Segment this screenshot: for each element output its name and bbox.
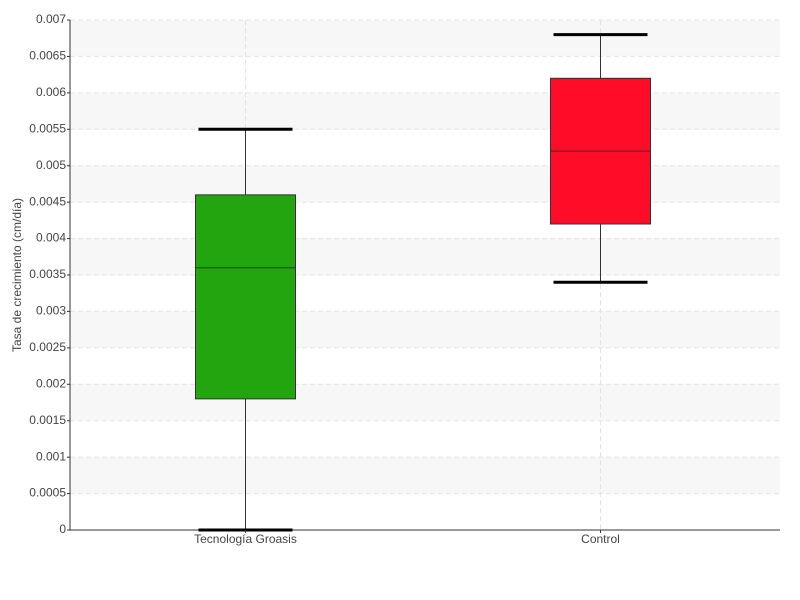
- y-axis-label: Tasa de crecimiento (cm/día): [10, 198, 24, 352]
- y-tick-label: 0.0015: [29, 413, 66, 427]
- grid-band: [70, 165, 780, 203]
- y-tick-label: 0.006: [36, 85, 66, 99]
- y-tick-label: 0.0035: [29, 267, 66, 281]
- x-tick-label: Control: [581, 532, 620, 546]
- grid-band: [70, 92, 780, 130]
- grid-band: [70, 457, 780, 494]
- y-tick-label: 0.0005: [29, 486, 66, 500]
- y-tick-label: 0.002: [36, 376, 66, 390]
- x-tick-label: Tecnología Groasis: [194, 532, 297, 546]
- y-tick-label: 0.0045: [29, 194, 66, 208]
- y-tick-label: 0.0025: [29, 340, 66, 354]
- y-tick-label: 0.005: [36, 158, 66, 172]
- y-tick-label: 0.001: [36, 449, 66, 463]
- grid-band: [70, 20, 780, 57]
- y-tick-label: 0.0055: [29, 121, 66, 135]
- y-tick-label: 0.003: [36, 304, 66, 318]
- box: [195, 194, 296, 400]
- y-tick-label: 0.007: [36, 12, 66, 26]
- grid-band: [70, 384, 780, 421]
- grid-band: [70, 238, 780, 275]
- y-tick-label: 0.004: [36, 231, 66, 245]
- y-tick-label: 0: [59, 522, 66, 536]
- grid-band: [70, 311, 780, 348]
- y-tick-label: 0.0065: [29, 49, 66, 63]
